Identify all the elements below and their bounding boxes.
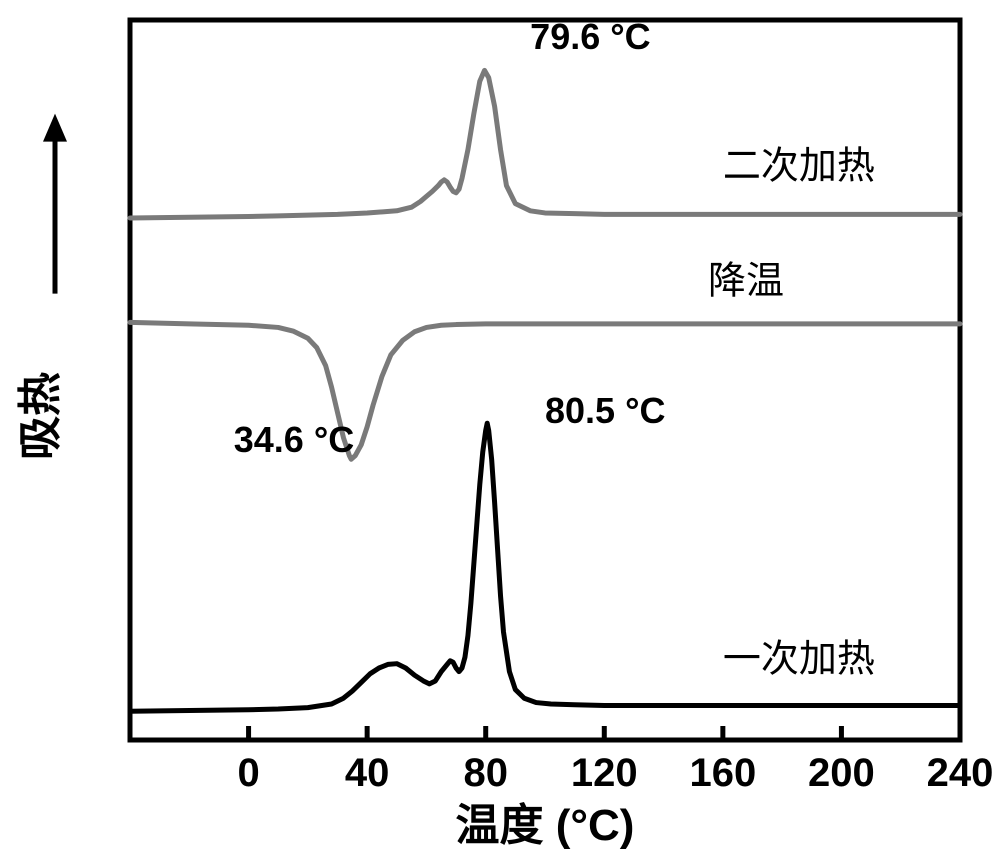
- y-axis-label: 吸热: [16, 372, 65, 460]
- peak-annotation-second_heating: 79.6 °C: [530, 16, 650, 57]
- x-tick-label: 200: [808, 751, 875, 795]
- x-axis-label: 温度 (°C): [456, 801, 635, 850]
- x-tick-label: 0: [237, 751, 259, 795]
- x-tick-label: 80: [463, 751, 508, 795]
- x-tick-label: 240: [927, 751, 994, 795]
- dsc-chart: 0 40 80 120 160 200 240 温度 (°C) 吸热 二次加热 79.6 °C 降温 3…: [0, 0, 1000, 854]
- curve-label-first_heating: 一次加热: [723, 639, 875, 681]
- x-tick-label: 160: [689, 751, 756, 795]
- x-tick-label: 120: [571, 751, 638, 795]
- curve-label-second_heating: 二次加热: [723, 145, 875, 187]
- chart-container: 0 40 80 120 160 200 240 温度 (°C) 吸热 二次加热 79.6 °C 降温 3…: [0, 0, 1000, 854]
- peak-annotation-cooling: 34.6 °C: [234, 419, 354, 460]
- x-tick-label: 40: [345, 751, 390, 795]
- curve-label-cooling: 降温: [708, 261, 784, 303]
- peak-annotation-first_heating: 80.5 °C: [545, 390, 665, 431]
